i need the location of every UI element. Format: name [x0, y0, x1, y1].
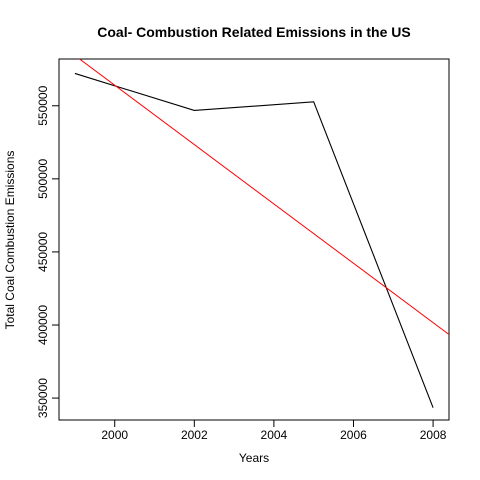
x-axis-label: Years: [239, 451, 269, 465]
x-tick-label: 2004: [261, 428, 288, 442]
y-tick-label: 550000: [36, 85, 50, 125]
y-tick-label: 350000: [36, 378, 50, 418]
y-tick-label: 450000: [36, 232, 50, 272]
y-axis-label: Total Coal Combustion Emissions: [3, 151, 17, 330]
emissions-series-line: [74, 72, 434, 408]
series-layer: [74, 59, 449, 408]
plot-frame: [58, 58, 450, 421]
trend-line: [78, 59, 449, 335]
x-tick-label: 2002: [181, 428, 208, 442]
y-tick-label: 500000: [36, 159, 50, 199]
x-tick-label: 2000: [101, 428, 128, 442]
x-tick-label: 2008: [420, 428, 447, 442]
y-tick-label: 400000: [36, 305, 50, 345]
chart-title: Coal- Combustion Related Emissions in th…: [97, 24, 410, 40]
x-axis: 2000 2002 2004 2006 2008: [101, 419, 447, 442]
x-tick-label: 2006: [340, 428, 367, 442]
y-axis: 350000 400000 450000 500000 550000: [36, 85, 60, 418]
